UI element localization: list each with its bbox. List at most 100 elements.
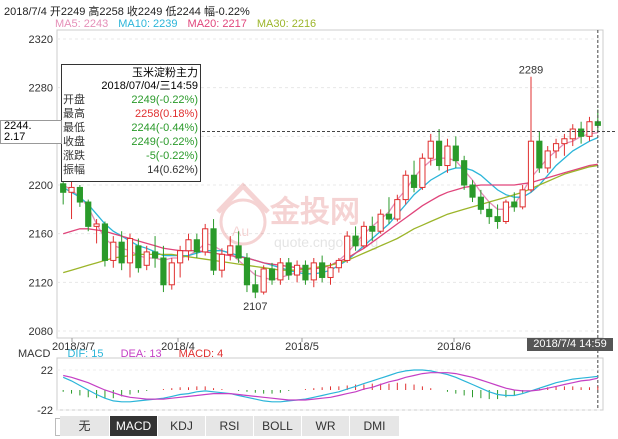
tab-kdj[interactable]: KDJ — [158, 416, 206, 436]
candle-body — [310, 262, 317, 281]
plot-frame — [56, 29, 604, 339]
candle-body — [285, 262, 292, 276]
tab-rsi[interactable]: RSI — [206, 416, 254, 436]
tab-macd[interactable]: MACD — [110, 416, 158, 436]
tooltip-row-label: 收盘 — [63, 136, 85, 148]
candle-body — [527, 140, 535, 191]
y-tick-label: 2120 — [29, 277, 53, 289]
x-tick-label: 2018/5 — [285, 341, 319, 353]
tooltip-title: 玉米淀粉主力 — [63, 67, 198, 80]
candle-body — [394, 199, 401, 220]
price-tag-secondary: 2.17 — [4, 131, 26, 143]
macd-value: MACD: 4 — [178, 348, 224, 360]
candle-body — [151, 251, 159, 259]
tooltip-row-label: 振幅 — [63, 164, 85, 176]
candle-body — [578, 128, 585, 137]
tooltip-row-label: 最低 — [63, 122, 85, 134]
candle-body — [436, 140, 443, 167]
candle-body — [193, 239, 200, 253]
macd-axis-top: 22 — [41, 365, 53, 377]
tooltip-row-label: 涨跌 — [63, 150, 85, 162]
macd-dif: DIF: 15 — [67, 348, 104, 360]
price-tag-value: 2244. — [4, 120, 32, 132]
watermark-logo-text: Au — [232, 223, 249, 239]
tooltip-title-value: 玉米淀粉主力 — [132, 67, 198, 79]
candle-body — [377, 213, 384, 232]
candle-body — [444, 145, 451, 167]
tooltip-row-value: 2244(-0.44%) — [131, 122, 198, 134]
candle-body — [93, 223, 100, 227]
tooltip-datetime: 2018/07/04/三14:59 — [63, 80, 198, 93]
candle-body — [486, 208, 493, 218]
candle-body — [569, 128, 576, 140]
watermark-logo-roof — [216, 182, 270, 214]
candle-body — [126, 238, 134, 264]
macd-axis-bottom: -22 — [37, 405, 53, 417]
watermark-url: quote.cngold.org — [274, 234, 378, 250]
ma-legend-item: MA20: 2217 — [187, 18, 247, 30]
tooltip-row-label: 开盘 — [63, 94, 85, 106]
x-tick-label: 2018/4 — [161, 341, 195, 353]
candle-body — [385, 213, 393, 220]
tooltip-row: 振幅 14(0.62%) — [63, 164, 198, 177]
candle-body — [335, 259, 342, 269]
candle-body — [344, 235, 351, 261]
candle-body — [260, 268, 267, 293]
tooltip-row: 最低 2244(-0.44%) — [63, 122, 198, 135]
candle-body — [586, 121, 593, 137]
candle-body — [519, 189, 526, 208]
candle-body — [477, 196, 484, 210]
tab-wr[interactable]: WR — [302, 416, 350, 436]
candle-body — [419, 157, 426, 188]
annotations: 2289 2107 — [243, 65, 543, 313]
candle-body — [369, 225, 376, 232]
tooltip-row-value: 2249(-0.22%) — [131, 94, 198, 106]
tooltip-row: 涨跌 -5(-0.22%) — [63, 150, 198, 163]
macd-legend: MACD DIF: 15 DEA: 13 MACD: 4 — [18, 348, 237, 360]
ma-legend: MA5: 2243 MA10: 2239 MA20: 2217 MA30: 2216 — [55, 18, 326, 30]
candle-body — [118, 241, 125, 264]
cursor-price-tag: 2244. 2.17 — [0, 120, 62, 144]
y-tick-label: 2320 — [29, 34, 53, 46]
ma-legend-item: MA10: 2239 — [118, 18, 178, 30]
tab-无[interactable]: 无 — [60, 416, 110, 436]
tooltip-datetime-value: 2018/07/04/三14:59 — [101, 80, 198, 92]
candle-body — [452, 145, 459, 162]
tooltip-row: 收盘 2249(-0.22%) — [63, 136, 198, 149]
candle-body — [402, 174, 409, 201]
tooltip-row: 最高 2258(0.18%) — [63, 108, 198, 121]
candle-body — [168, 262, 175, 286]
candle-body — [293, 264, 301, 276]
candle-body — [218, 253, 225, 271]
y-axis: 2080212021602200224022802320 — [29, 34, 53, 338]
candle-body — [243, 257, 251, 286]
tab-boll[interactable]: BOLL — [254, 416, 302, 436]
watermark-brand: 金投网 — [269, 195, 360, 230]
candle-body — [101, 223, 109, 261]
candle-body — [427, 140, 434, 159]
candle-body — [177, 250, 184, 264]
y-tick-label: 2160 — [29, 229, 53, 241]
watermark: Au 金投网 quote.cngold.org — [216, 182, 378, 250]
macd-frame — [56, 357, 604, 411]
candle-body — [352, 235, 359, 247]
candle-body — [68, 186, 75, 193]
tooltip-row-value: 2249(-0.22%) — [131, 136, 198, 148]
y-tick-label: 2080 — [29, 326, 53, 338]
candle-body — [268, 268, 276, 281]
candle-body — [160, 257, 167, 286]
candle-body — [227, 245, 234, 255]
candle-body — [210, 228, 217, 271]
candle-body — [76, 186, 83, 203]
candle-body — [360, 225, 368, 247]
annotation-label: 2107 — [243, 301, 267, 313]
macd-panel: 22 -22 — [37, 357, 604, 417]
candle-body — [536, 140, 543, 169]
macd-dea: DEA: 13 — [120, 348, 162, 360]
tooltip-row-label: 最高 — [63, 108, 85, 120]
annotation-label: 2289 — [519, 65, 543, 77]
ma-legend-item: MA30: 2216 — [256, 18, 317, 30]
x-tick-label: 2018/6 — [437, 341, 471, 353]
candles — [60, 76, 601, 299]
tab-dmi[interactable]: DMI — [350, 416, 400, 436]
